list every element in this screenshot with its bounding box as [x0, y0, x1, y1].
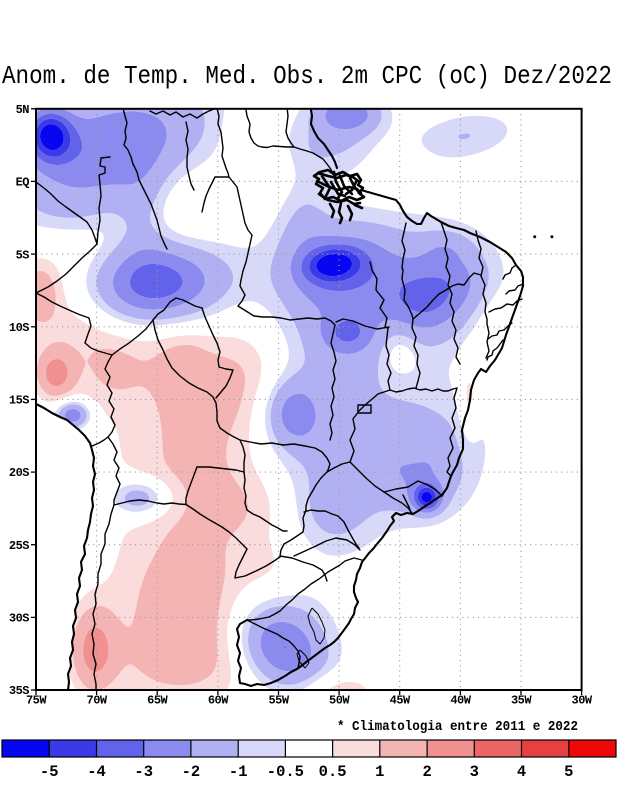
svg-text:EQ: EQ [16, 176, 30, 190]
svg-text:10S: 10S [9, 321, 29, 335]
svg-text:-0.5: -0.5 [267, 763, 304, 781]
svg-text:15S: 15S [9, 394, 29, 408]
svg-text:5S: 5S [16, 248, 30, 262]
svg-text:55W: 55W [268, 694, 289, 708]
svg-text:30W: 30W [572, 694, 593, 708]
svg-text:50W: 50W [329, 694, 350, 708]
svg-text:-3: -3 [134, 763, 153, 781]
svg-text:35W: 35W [511, 694, 532, 708]
svg-text:75W: 75W [26, 694, 47, 708]
svg-text:-4: -4 [87, 763, 106, 781]
svg-text:4: 4 [517, 763, 526, 781]
svg-text:-2: -2 [182, 763, 201, 781]
svg-text:-5: -5 [40, 763, 59, 781]
svg-text:-1: -1 [229, 763, 248, 781]
svg-text:5N: 5N [16, 103, 30, 117]
svg-text:* Climatologia entre 2011 e 20: * Climatologia entre 2011 e 2022 [337, 720, 578, 735]
svg-text:5: 5 [564, 763, 573, 781]
svg-text:35S: 35S [9, 684, 29, 698]
svg-text:25S: 25S [9, 539, 29, 553]
svg-text:0.5: 0.5 [319, 763, 347, 781]
svg-text:70W: 70W [87, 694, 108, 708]
svg-text:40W: 40W [450, 694, 471, 708]
svg-text:30S: 30S [9, 612, 29, 626]
svg-text:2: 2 [422, 763, 431, 781]
svg-text:20S: 20S [9, 466, 29, 480]
svg-text:Anom. de Temp. Med. Obs. 2m CP: Anom. de Temp. Med. Obs. 2m CPC (oC) Dez… [2, 61, 612, 91]
svg-text:60W: 60W [208, 694, 229, 708]
svg-text:3: 3 [470, 763, 479, 781]
svg-text:1: 1 [375, 763, 384, 781]
svg-text:65W: 65W [147, 694, 168, 708]
svg-text:45W: 45W [390, 694, 411, 708]
